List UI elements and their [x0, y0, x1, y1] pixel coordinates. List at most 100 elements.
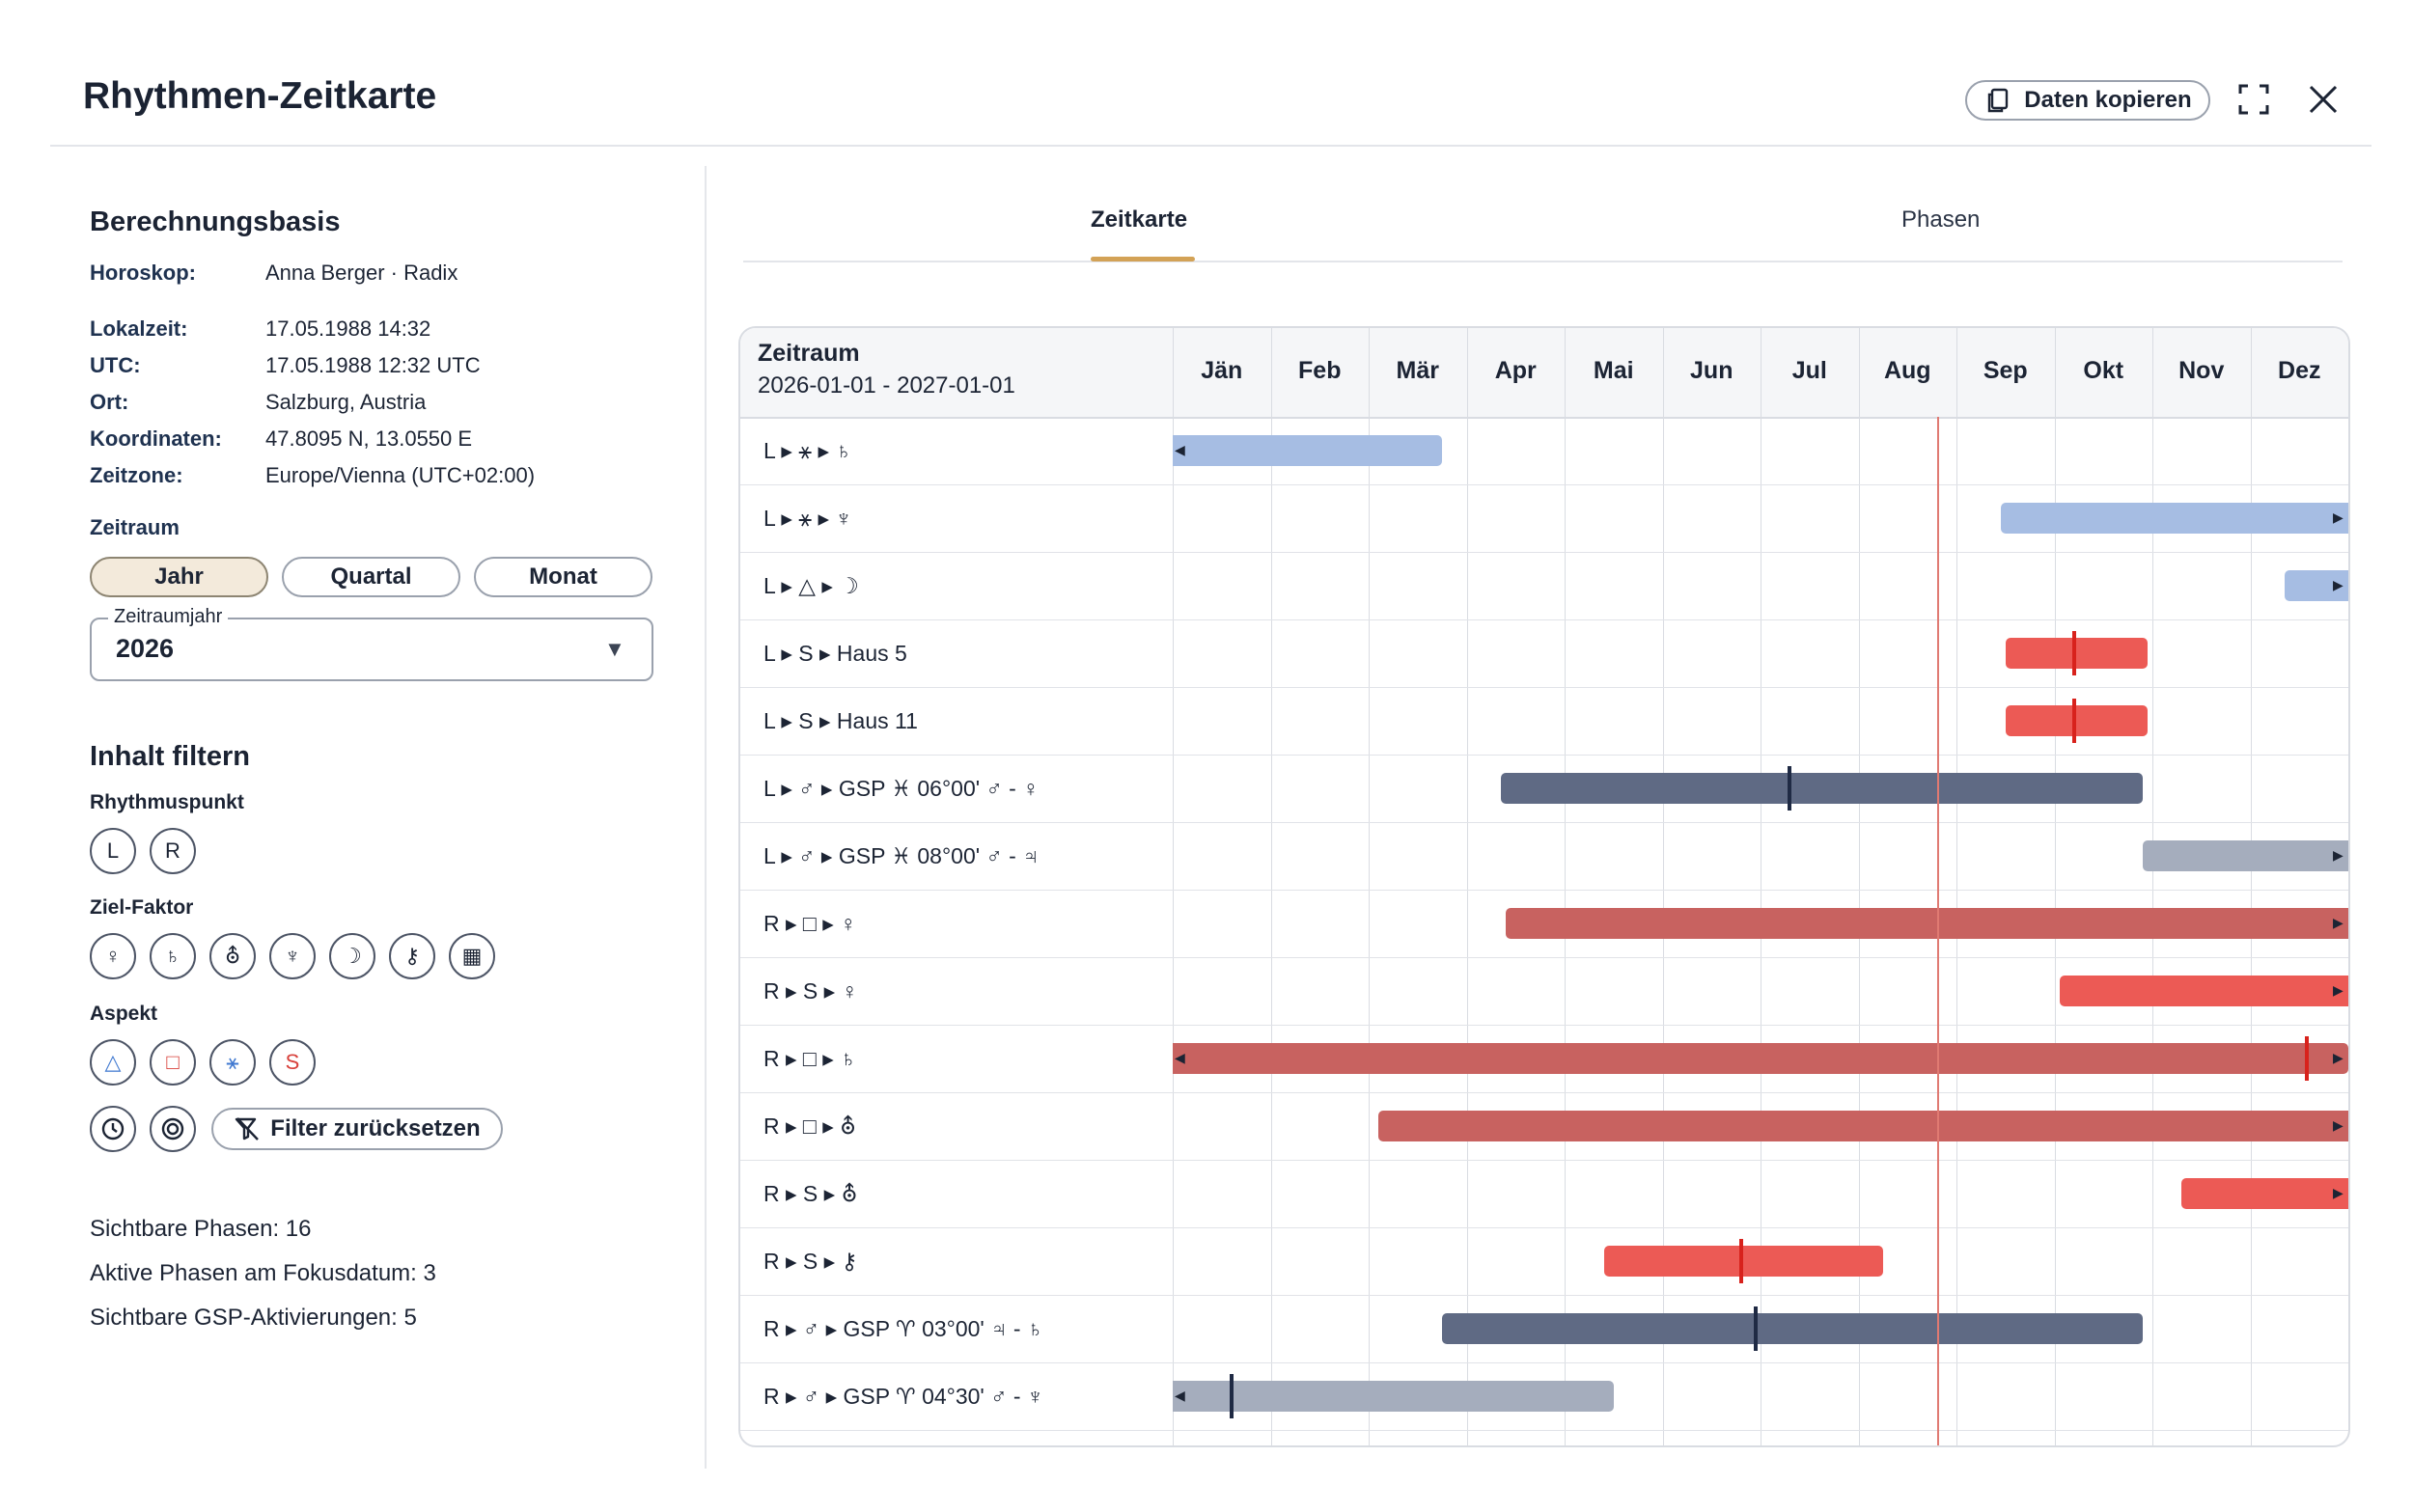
target-chip-uranus[interactable]: ⛢ [209, 933, 256, 979]
target-chip-chiron[interactable]: ⚷ [389, 933, 435, 979]
expand-icon[interactable] [2237, 83, 2270, 116]
tab-divider [743, 261, 2343, 262]
reset-filter-button[interactable]: Filter zurücksetzen [211, 1108, 503, 1150]
basis-value-ort: Salzburg, Austria [265, 390, 427, 414]
phase-marker [2071, 699, 2076, 743]
copy-data-button[interactable]: Daten kopieren [1965, 80, 2210, 121]
basis-value-koordinaten: 47.8095 N, 13.0550 E [265, 426, 473, 451]
arrow-left-icon: ◀ [1175, 442, 1185, 457]
phase-bar[interactable] [2000, 503, 2348, 534]
target-chip-saturn[interactable]: ♄ [150, 933, 196, 979]
filter-off-icon [236, 1117, 260, 1141]
row-divider [740, 1227, 2348, 1228]
rhythm-chip-r[interactable]: R [150, 828, 196, 874]
rhythm-chip-l[interactable]: L [90, 828, 136, 874]
stat-gsp-activations: Sichtbare GSP-Aktivierungen: 5 [90, 1305, 417, 1331]
tab-phasen[interactable]: Phasen [1901, 206, 1981, 233]
month-label: Sep [1983, 357, 2028, 384]
basis-title: Berechnungsbasis [90, 206, 341, 237]
target-filter-title: Ziel-Faktor [90, 896, 194, 919]
month-gridline [2348, 328, 2349, 1447]
period-option-monat[interactable]: Monat [474, 557, 652, 597]
month-label: Dez [2278, 357, 2321, 384]
phase-bar[interactable] [2059, 976, 2348, 1006]
month-label: Jul [1791, 357, 1827, 384]
phase-bar[interactable] [1603, 1246, 1883, 1277]
phase-bar[interactable] [2005, 638, 2148, 669]
target-filter-button[interactable] [150, 1106, 196, 1152]
phase-bar[interactable] [1173, 1381, 1614, 1412]
phase-marker [1788, 766, 1792, 811]
arrow-right-icon: ▶ [2333, 1050, 2344, 1065]
row-divider [740, 1295, 2348, 1296]
month-gridline [2054, 328, 2056, 1445]
year-select[interactable] [90, 618, 653, 681]
panel-divider [705, 166, 707, 1469]
row-divider [740, 687, 2348, 688]
row-label: R ▸ S ▸ ⚷ [763, 1249, 858, 1274]
target-chip-more[interactable]: ▦ [449, 933, 495, 979]
chevron-down-icon: ▼ [604, 637, 625, 661]
row-label: L ▸ S ▸ Haus 11 [763, 708, 918, 733]
month-label: Okt [2083, 357, 2124, 384]
aspect-chip-sextile[interactable]: ⚹ [209, 1039, 256, 1086]
row-divider [740, 755, 2348, 756]
row-label: L ▸ ♂ ▸ GSP ♓ 08°00' ♂ - ♃ [763, 843, 1040, 868]
phase-bar[interactable] [2181, 1178, 2348, 1209]
phase-bar[interactable] [1506, 908, 2348, 939]
basis-value-lokalzeit: 17.05.1988 14:32 [265, 316, 431, 341]
phase-bar[interactable] [2285, 570, 2348, 601]
header-divider [50, 145, 2371, 147]
arrow-left-icon: ◀ [1175, 1388, 1185, 1403]
target-chip-neptune[interactable]: ♆ [269, 933, 316, 979]
close-icon[interactable] [2307, 83, 2340, 116]
active-tab-indicator [1091, 257, 1195, 261]
row-divider [740, 1362, 2348, 1363]
aspect-chip-trine[interactable]: △ [90, 1039, 136, 1086]
period-option-quartal[interactable]: Quartal [282, 557, 460, 597]
arrow-left-icon: ◀ [1175, 1050, 1185, 1065]
period-title: Zeitraum [90, 515, 180, 539]
row-label: R ▸ □ ▸ ♄ [763, 1046, 857, 1071]
phase-bar[interactable] [1173, 1043, 2348, 1074]
aspect-chip-square[interactable]: □ [150, 1039, 196, 1086]
aspect-filter-title: Aspekt [90, 1003, 158, 1025]
row-label: L ▸ ⚹ ▸ ♄ [763, 438, 852, 463]
row-label: L ▸ ⚹ ▸ ♆ [763, 506, 852, 531]
reset-filter-label: Filter zurücksetzen [270, 1115, 481, 1141]
phase-bar[interactable] [1501, 773, 2143, 804]
row-label: R ▸ S ▸ ⛢ [763, 1181, 858, 1206]
period-option-jahr[interactable]: Jahr [90, 557, 268, 597]
month-label: Mär [1396, 357, 1439, 384]
phase-bar[interactable] [2142, 840, 2348, 871]
phase-bar[interactable] [2005, 705, 2148, 736]
phase-marker [2071, 631, 2076, 675]
month-label: Aug [1883, 357, 1931, 384]
month-gridline [2152, 328, 2153, 1445]
basis-value-zeitzone: Europe/Vienna (UTC+02:00) [265, 463, 536, 487]
arrow-right-icon: ▶ [2333, 1185, 2344, 1200]
phase-marker [2305, 1036, 2310, 1081]
year-select-label: Zeitraumjahr [108, 606, 229, 628]
target-chip-venus[interactable]: ♀ [90, 933, 136, 979]
target-chip-moon[interactable]: ☽ [329, 933, 375, 979]
basis-label-koordinaten: Koordinaten: [90, 426, 222, 451]
clock-filter-button[interactable] [90, 1106, 136, 1152]
month-label: Mai [1593, 357, 1634, 384]
month-gridline [1173, 328, 1174, 1445]
phase-bar[interactable] [1442, 1313, 2143, 1344]
month-gridline [1369, 328, 1370, 1445]
tab-zeitkarte[interactable]: Zeitkarte [1091, 206, 1188, 233]
target-icon [161, 1117, 184, 1141]
phase-bar[interactable] [1173, 435, 1443, 466]
page-title: Rhythmen-Zeitkarte [83, 75, 437, 117]
aspect-chip-s[interactable]: S [269, 1039, 316, 1086]
basis-value-utc: 17.05.1988 12:32 UTC [265, 353, 481, 377]
phase-bar[interactable] [1378, 1111, 2348, 1141]
row-divider [740, 1430, 2348, 1431]
row-label: R ▸ ♂ ▸ GSP ♈ 03°00' ♃ - ♄ [763, 1316, 1044, 1341]
basis-label-horoskop: Horoskop: [90, 261, 196, 285]
month-label: Nov [2178, 357, 2225, 384]
month-gridline [2250, 328, 2252, 1445]
row-label: R ▸ □ ▸ ♀ [763, 911, 857, 936]
